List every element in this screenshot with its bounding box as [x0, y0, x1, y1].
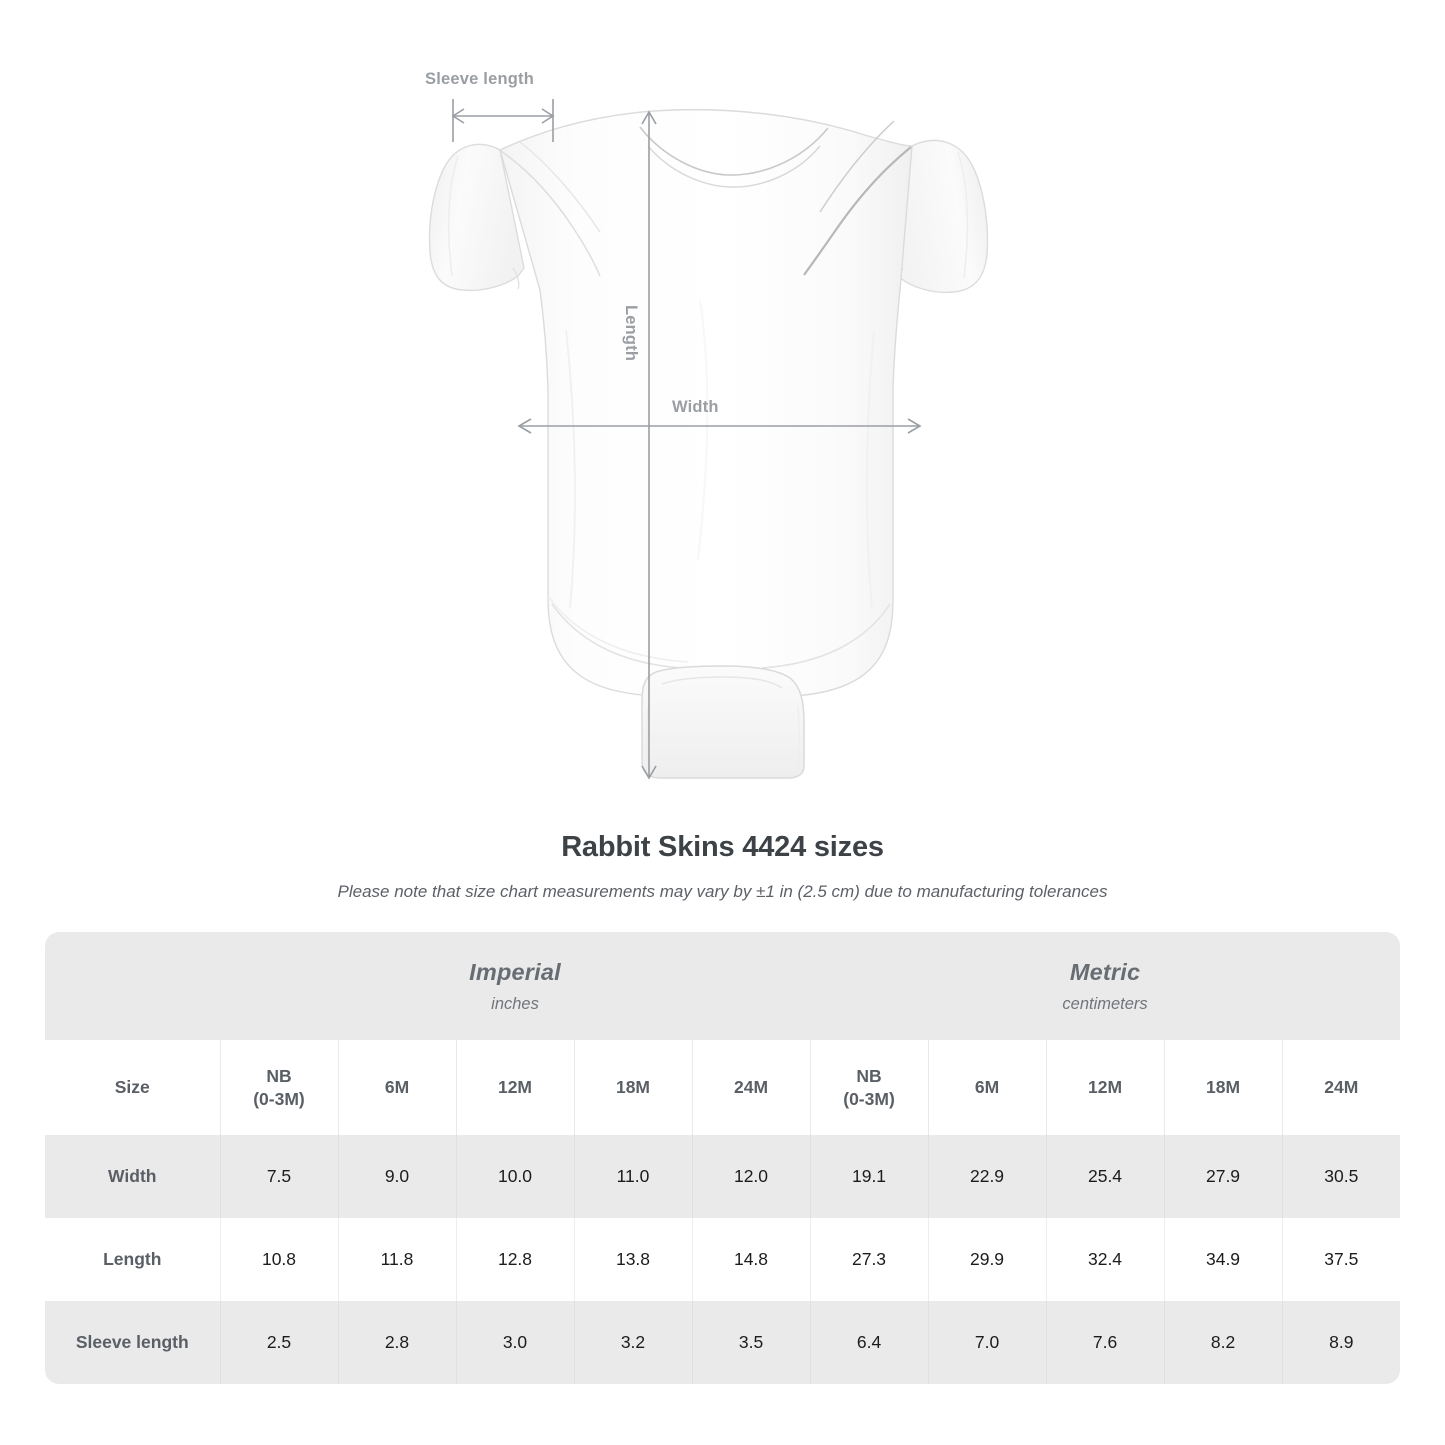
cell-length-nb-in: 10.8	[219, 1218, 338, 1302]
unit-group-imperial: Imperial inches	[220, 932, 811, 1041]
cell-length-18m-cm: 34.9	[1163, 1218, 1283, 1302]
right-sleeve	[892, 139, 989, 294]
bodysuit-body	[499, 108, 913, 697]
column-header-18m-cm: 18M	[1163, 1040, 1283, 1136]
cell-length-18m-in: 13.8	[573, 1218, 692, 1302]
size-header-label: Size	[45, 1040, 220, 1136]
size-header-row: Size NB (0-3M) 6M 12M 18M 24M N	[45, 1040, 1401, 1136]
row-label-sleeve-length: Sleeve length	[45, 1301, 220, 1385]
cell-sleeve-24m-cm: 8.9	[1281, 1301, 1401, 1385]
cell-length-6m-cm: 29.9	[927, 1218, 1047, 1302]
column-header-main: NB	[266, 1066, 292, 1087]
cell-width-nb-cm: 19.1	[809, 1135, 929, 1219]
cell-width-18m-in: 11.0	[573, 1135, 692, 1219]
unit-group-metric-sub: centimeters	[1062, 994, 1148, 1013]
cell-length-12m-cm: 32.4	[1045, 1218, 1165, 1302]
size-chart-table: Imperial inches Metric centimeters Size …	[45, 932, 1401, 1385]
sleeve-length-label: Sleeve length	[425, 70, 534, 88]
column-header-main: 12M	[497, 1077, 533, 1098]
column-header-12m-cm: 12M	[1045, 1040, 1165, 1136]
cell-width-12m-cm: 25.4	[1045, 1135, 1165, 1219]
column-header-6m-in: 6M	[337, 1040, 456, 1136]
column-header-sub: (0-3M)	[253, 1088, 305, 1109]
cell-width-12m-in: 10.0	[455, 1135, 574, 1219]
column-header-main: 18M	[1205, 1077, 1241, 1098]
cell-sleeve-18m-in: 3.2	[573, 1301, 692, 1385]
sleeve-length-dimension	[451, 99, 555, 142]
cell-sleeve-12m-in: 3.0	[455, 1301, 574, 1385]
unit-group-row: Imperial inches Metric centimeters	[45, 932, 1401, 1041]
unit-group-imperial-name: Imperial	[469, 958, 561, 985]
size-chart-container: Imperial inches Metric centimeters Size …	[45, 932, 1401, 1385]
cell-width-24m-cm: 30.5	[1281, 1135, 1401, 1219]
cell-length-6m-in: 11.8	[337, 1218, 456, 1302]
table-row: Length 10.8 11.8 12.8 13.8 14.8 27.3 29.…	[45, 1218, 1401, 1302]
cell-sleeve-18m-cm: 8.2	[1163, 1301, 1283, 1385]
table-row: Width 7.5 9.0 10.0 11.0 12.0 19.1 22.9 2…	[45, 1135, 1401, 1219]
cell-sleeve-12m-cm: 7.6	[1045, 1301, 1165, 1385]
table-row: Sleeve length 2.5 2.8 3.0 3.2 3.5 6.4 7.…	[45, 1301, 1401, 1385]
cell-length-24m-cm: 37.5	[1281, 1218, 1401, 1302]
garment-illustration: Sleeve length Length Width	[425, 70, 989, 780]
unit-spacer-cell	[45, 932, 220, 1041]
cell-sleeve-24m-in: 3.5	[691, 1301, 811, 1385]
column-header-24m-in: 24M	[691, 1040, 811, 1136]
length-label: Length	[622, 305, 640, 362]
row-label-length: Length	[45, 1218, 220, 1302]
cell-length-nb-cm: 27.3	[809, 1218, 929, 1302]
width-label: Width	[672, 398, 719, 416]
title-block: Rabbit Skins 4424 sizes Please note that…	[0, 830, 1445, 902]
left-sleeve	[428, 143, 525, 292]
column-header-nb-in: NB (0-3M)	[219, 1040, 338, 1136]
column-header-main: 24M	[733, 1077, 769, 1098]
column-header-main: 12M	[1087, 1077, 1123, 1098]
length-dimension	[641, 110, 657, 780]
cell-sleeve-nb-in: 2.5	[219, 1301, 338, 1385]
crotch-snap-flap	[641, 665, 805, 779]
unit-group-metric-name: Metric	[1069, 958, 1141, 985]
unit-group-imperial-sub: inches	[491, 994, 539, 1013]
column-header-6m-cm: 6M	[927, 1040, 1047, 1136]
cell-width-nb-in: 7.5	[219, 1135, 338, 1219]
column-header-main: 18M	[615, 1077, 651, 1098]
cell-length-12m-in: 12.8	[455, 1218, 574, 1302]
column-header-12m-in: 12M	[455, 1040, 574, 1136]
column-header-sub: (0-3M)	[843, 1088, 895, 1109]
page-title: Rabbit Skins 4424 sizes	[561, 831, 884, 863]
column-header-18m-in: 18M	[573, 1040, 692, 1136]
column-header-main: 24M	[1324, 1077, 1359, 1098]
tolerance-note: Please note that size chart measurements…	[337, 881, 1108, 901]
cell-sleeve-6m-cm: 7.0	[927, 1301, 1047, 1385]
width-dimension	[517, 418, 922, 434]
bodysuit-diagram-svg	[428, 99, 989, 780]
row-label-width: Width	[45, 1135, 220, 1219]
cell-width-18m-cm: 27.9	[1163, 1135, 1283, 1219]
cell-width-6m-in: 9.0	[337, 1135, 456, 1219]
column-header-main: NB	[856, 1066, 882, 1087]
cell-sleeve-nb-cm: 6.4	[809, 1301, 929, 1385]
cell-length-24m-in: 14.8	[691, 1218, 811, 1302]
cell-width-24m-in: 12.0	[691, 1135, 811, 1219]
cell-width-6m-cm: 22.9	[927, 1135, 1047, 1219]
column-header-main: 6M	[384, 1077, 410, 1098]
column-header-nb-cm: NB (0-3M)	[809, 1040, 929, 1136]
column-header-main: 6M	[974, 1077, 1000, 1098]
unit-group-metric: Metric centimeters	[810, 932, 1401, 1041]
cell-sleeve-6m-in: 2.8	[337, 1301, 456, 1385]
column-header-24m-cm: 24M	[1281, 1040, 1401, 1136]
